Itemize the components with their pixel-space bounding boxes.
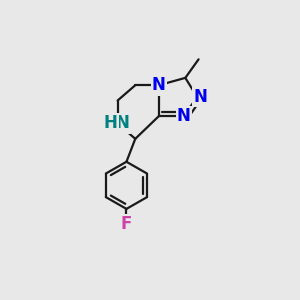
Text: F: F [121,215,132,233]
Text: H: H [103,115,117,133]
Text: N: N [116,115,130,133]
Text: N: N [177,107,191,125]
Text: N: N [193,88,207,106]
Text: N: N [152,76,166,94]
